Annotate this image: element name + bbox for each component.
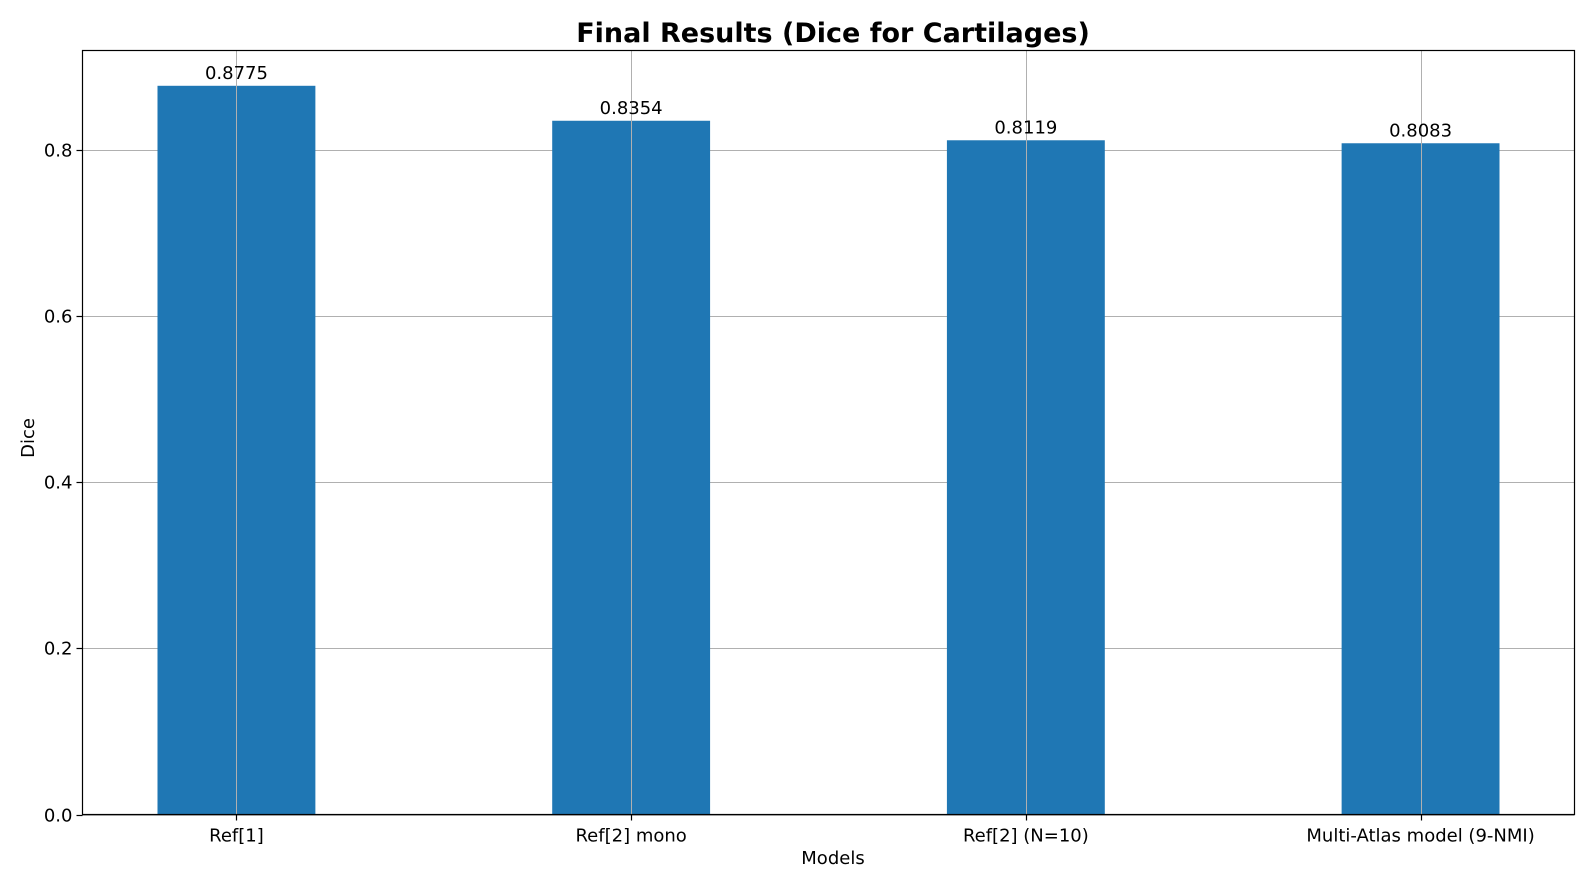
y-ticks: 0.0 0.2 0.4 0.6 0.8: [44, 141, 83, 827]
bar-value-label: 0.8083: [1389, 120, 1452, 141]
data-labels: 0.8775 0.8354 0.8119 0.8083: [205, 63, 1452, 141]
bar-value-label: 0.8119: [994, 117, 1057, 138]
bar-value-label: 0.8775: [205, 63, 268, 84]
vertical-grid-lines: [236, 50, 1422, 815]
x-tick-label: Ref[1]: [209, 826, 264, 847]
y-tick-label: 0.2: [44, 639, 73, 660]
x-ticks: Ref[1] Ref[2] mono Ref[2] (N=10) Multi-Atla…: [209, 814, 1535, 847]
grid-lines: [82, 150, 1575, 816]
y-tick-label: 0.4: [44, 473, 73, 494]
x-tick-label: Ref[2] mono: [575, 826, 686, 847]
x-tick-label: Ref[2] (N=10): [963, 826, 1089, 847]
y-tick-label: 0.8: [44, 141, 73, 162]
y-tick-label: 0.0: [44, 806, 73, 827]
bars: [157, 85, 1500, 815]
plot-frame: [81, 49, 1576, 816]
bar: [1341, 143, 1500, 815]
y-axis-label: Dice: [18, 418, 39, 458]
x-tick-label: Multi-Atlas model (9-NMI): [1306, 826, 1534, 847]
y-tick-label: 0.6: [44, 307, 73, 328]
chart-title: Final Results (Dice for Cartilages): [576, 18, 1090, 49]
bar-value-label: 0.8354: [600, 98, 663, 119]
bar: [946, 140, 1105, 815]
x-axis-label: Models: [801, 848, 864, 869]
